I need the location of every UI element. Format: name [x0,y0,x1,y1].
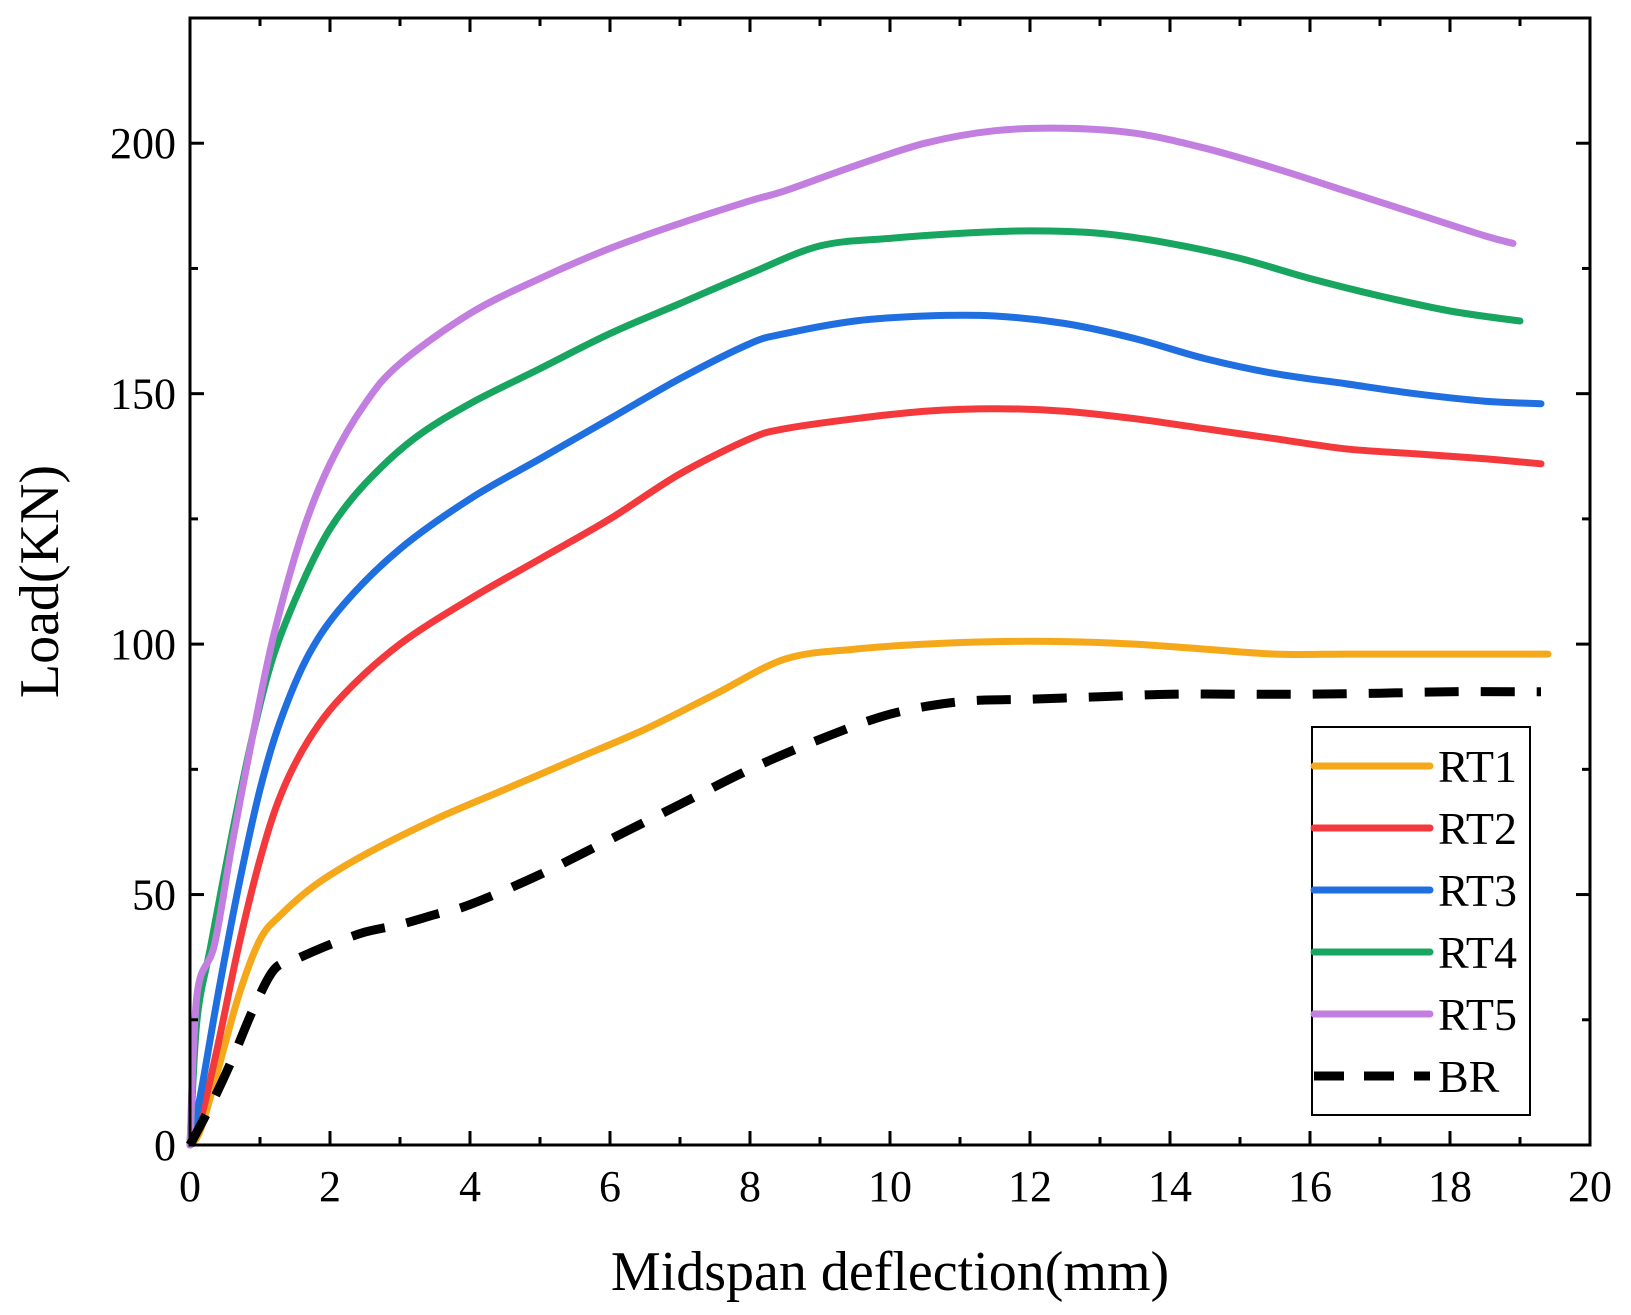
legend-label-rt3: RT3 [1438,865,1517,916]
x-tick-label: 10 [868,1162,912,1211]
y-tick-label: 50 [132,871,176,920]
x-tick-label: 4 [459,1162,481,1211]
x-tick-label: 18 [1428,1162,1472,1211]
x-tick-label: 2 [319,1162,341,1211]
y-tick-label: 200 [110,119,176,168]
series-line-rt5 [186,124,1517,1149]
series-line-rt1 [186,637,1552,1149]
x-tick-label: 12 [1008,1162,1052,1211]
y-tick-label: 0 [154,1121,176,1170]
y-tick-label: 150 [110,370,176,419]
x-tick-label: 6 [599,1162,621,1211]
legend-label-rt1: RT1 [1438,741,1517,792]
y-axis-title: Load(KN) [9,465,71,698]
x-tick-label: 16 [1288,1162,1332,1211]
x-axis-title: Midspan deflection(mm) [611,1241,1169,1303]
x-tick-label: 14 [1148,1162,1192,1211]
legend-label-rt4: RT4 [1438,927,1517,978]
series-line-rt3 [186,311,1545,1149]
legend-label-rt5: RT5 [1438,989,1517,1040]
series-line-rt2 [186,405,1545,1149]
legend-label-br: BR [1438,1051,1500,1102]
x-tick-label: 20 [1568,1162,1612,1211]
x-tick-label: 0 [179,1162,201,1211]
y-tick-label: 100 [110,620,176,669]
series-layer [186,124,1552,1149]
legend-label-rt2: RT2 [1438,803,1517,854]
legend-box [1311,726,1531,1116]
legend: RT1 RT2 RT3 RT4 RT5 BR [1310,726,1531,1116]
x-tick-label: 8 [739,1162,761,1211]
